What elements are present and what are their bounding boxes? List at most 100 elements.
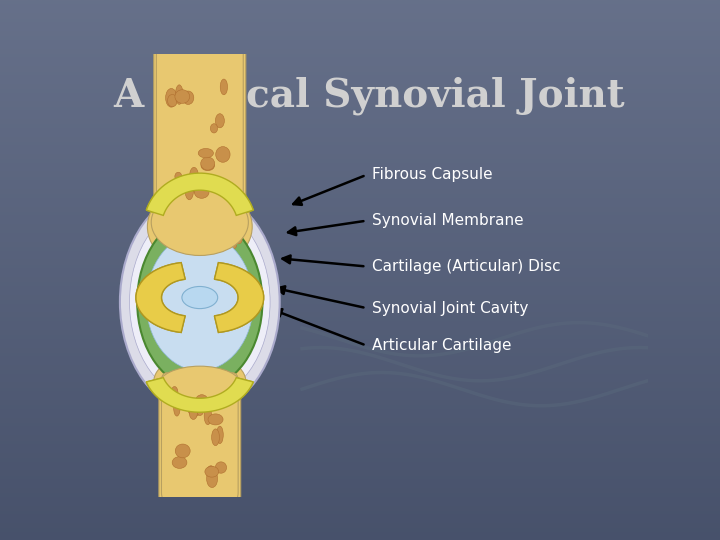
Ellipse shape [227, 105, 233, 117]
Ellipse shape [199, 179, 213, 192]
Ellipse shape [120, 191, 279, 413]
Ellipse shape [176, 428, 187, 440]
Ellipse shape [175, 444, 190, 458]
Ellipse shape [174, 400, 180, 416]
Ellipse shape [186, 456, 200, 474]
Ellipse shape [180, 470, 194, 478]
Ellipse shape [189, 167, 199, 186]
Ellipse shape [207, 470, 217, 488]
Ellipse shape [216, 98, 223, 114]
Ellipse shape [146, 233, 253, 370]
Ellipse shape [204, 407, 212, 424]
Ellipse shape [169, 195, 176, 204]
Ellipse shape [207, 466, 215, 480]
Ellipse shape [207, 386, 220, 397]
FancyBboxPatch shape [159, 366, 240, 505]
Ellipse shape [216, 136, 230, 146]
Ellipse shape [176, 85, 183, 104]
Ellipse shape [166, 89, 177, 105]
Ellipse shape [195, 395, 209, 410]
Ellipse shape [164, 151, 178, 164]
Polygon shape [215, 262, 264, 333]
Ellipse shape [208, 414, 223, 425]
Ellipse shape [138, 215, 262, 388]
Ellipse shape [204, 472, 215, 485]
Ellipse shape [202, 393, 210, 404]
Ellipse shape [215, 462, 227, 473]
Ellipse shape [212, 429, 220, 446]
Ellipse shape [166, 427, 179, 440]
Ellipse shape [187, 398, 202, 416]
Text: Fibrous Capsule: Fibrous Capsule [372, 167, 492, 183]
Polygon shape [215, 262, 264, 333]
Ellipse shape [174, 140, 188, 148]
Ellipse shape [130, 205, 270, 400]
Polygon shape [146, 173, 253, 215]
Ellipse shape [180, 429, 194, 442]
Ellipse shape [186, 131, 196, 149]
Ellipse shape [166, 238, 173, 247]
Ellipse shape [209, 464, 217, 476]
Ellipse shape [223, 191, 230, 200]
Ellipse shape [167, 99, 179, 115]
Ellipse shape [212, 158, 223, 170]
Ellipse shape [218, 184, 230, 196]
Ellipse shape [192, 96, 202, 115]
Ellipse shape [210, 200, 217, 208]
Ellipse shape [162, 144, 172, 153]
Ellipse shape [224, 453, 230, 470]
Ellipse shape [204, 130, 214, 138]
Ellipse shape [219, 102, 233, 122]
Ellipse shape [174, 215, 181, 224]
Ellipse shape [172, 457, 187, 468]
Polygon shape [136, 262, 185, 333]
FancyBboxPatch shape [154, 45, 246, 229]
Ellipse shape [200, 242, 207, 251]
Ellipse shape [148, 185, 252, 269]
Ellipse shape [166, 89, 177, 107]
Ellipse shape [199, 200, 206, 209]
Ellipse shape [181, 136, 194, 149]
Ellipse shape [167, 380, 181, 395]
Polygon shape [136, 262, 185, 333]
Ellipse shape [222, 181, 233, 198]
Ellipse shape [165, 76, 174, 90]
Ellipse shape [207, 135, 215, 148]
Ellipse shape [235, 235, 242, 244]
Ellipse shape [220, 79, 228, 95]
Ellipse shape [196, 400, 204, 415]
Ellipse shape [191, 152, 203, 164]
FancyBboxPatch shape [161, 373, 238, 501]
Ellipse shape [151, 189, 248, 255]
Ellipse shape [175, 172, 181, 181]
Ellipse shape [189, 406, 197, 420]
Ellipse shape [216, 146, 230, 162]
Ellipse shape [174, 96, 184, 109]
Ellipse shape [158, 366, 242, 406]
Text: Synovial Membrane: Synovial Membrane [372, 213, 523, 228]
Ellipse shape [194, 186, 209, 198]
Ellipse shape [169, 201, 176, 210]
Ellipse shape [201, 161, 215, 171]
Ellipse shape [222, 181, 233, 191]
Polygon shape [146, 173, 253, 215]
Text: Synovial Joint Cavity: Synovial Joint Cavity [372, 301, 528, 315]
Text: Cartilage (Articular) Disc: Cartilage (Articular) Disc [372, 259, 560, 274]
Ellipse shape [210, 462, 219, 472]
Ellipse shape [215, 114, 225, 128]
Ellipse shape [199, 213, 207, 222]
Ellipse shape [198, 148, 213, 158]
Ellipse shape [168, 445, 176, 455]
Ellipse shape [217, 426, 223, 443]
Ellipse shape [221, 383, 232, 398]
Ellipse shape [230, 240, 237, 249]
Ellipse shape [205, 467, 219, 477]
Ellipse shape [201, 157, 215, 170]
Ellipse shape [174, 442, 182, 456]
Ellipse shape [226, 127, 237, 136]
Ellipse shape [202, 65, 211, 79]
Ellipse shape [190, 175, 202, 193]
Ellipse shape [175, 90, 189, 103]
Ellipse shape [154, 354, 246, 409]
Ellipse shape [210, 245, 216, 253]
